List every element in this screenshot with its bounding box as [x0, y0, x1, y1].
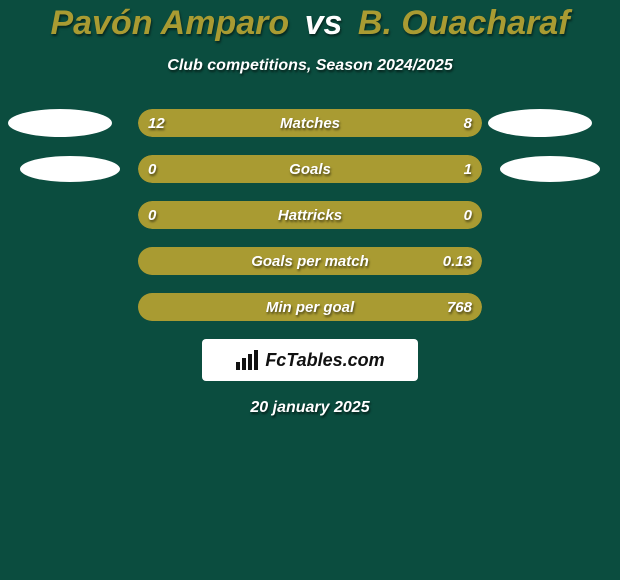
stat-value-right: 0	[464, 201, 472, 229]
stat-row: Matches12 8	[0, 109, 620, 137]
left-team-logo	[8, 109, 112, 137]
stat-value-left: 0	[148, 201, 156, 229]
stat-label: Goals per match	[138, 247, 482, 275]
subtitle: Club competitions, Season 2024/2025	[0, 57, 620, 75]
comparison-infographic: Pavón Amparo vs B. Ouacharaf Club compet…	[0, 0, 620, 580]
stat-value-right: 8	[464, 109, 472, 137]
left-team-logo	[20, 156, 120, 182]
stat-rows: Matches128Goals01Hattricks00Goals per ma…	[0, 109, 620, 321]
stat-row: Min per goal768	[0, 293, 620, 321]
date-text: 20 january 2025	[0, 399, 620, 417]
stat-row: Hattricks0 0	[0, 201, 620, 229]
stat-value-left: 0	[148, 155, 156, 183]
right-team-logo	[500, 156, 600, 182]
stat-label: Matches	[138, 109, 482, 137]
right-team-logo	[488, 109, 592, 137]
stat-bar: Matches12 8	[138, 109, 482, 137]
stat-value-left: 12	[148, 109, 165, 137]
brand-text: FcTables.com	[265, 350, 384, 371]
player1-name: Pavón Amparo	[50, 4, 289, 42]
stat-bar: Goals0 1	[138, 155, 482, 183]
stat-label: Min per goal	[138, 293, 482, 321]
vs-text: vs	[305, 4, 343, 42]
brand-badge: FcTables.com	[202, 339, 418, 381]
page-title: Pavón Amparo vs B. Ouacharaf	[0, 0, 620, 43]
stat-row: Goals per match0.13	[0, 247, 620, 275]
stat-bar: Goals per match0.13	[138, 247, 482, 275]
player2-name: B. Ouacharaf	[358, 4, 570, 42]
stat-bar: Hattricks0 0	[138, 201, 482, 229]
stat-value-right: 768	[447, 293, 472, 321]
stat-label: Goals	[138, 155, 482, 183]
stat-label: Hattricks	[138, 201, 482, 229]
stat-row: Goals0 1	[0, 155, 620, 183]
brand-bars-icon	[235, 350, 261, 370]
stat-bar: Min per goal768	[138, 293, 482, 321]
stat-value-right: 1	[464, 155, 472, 183]
stat-value-right: 0.13	[443, 247, 472, 275]
